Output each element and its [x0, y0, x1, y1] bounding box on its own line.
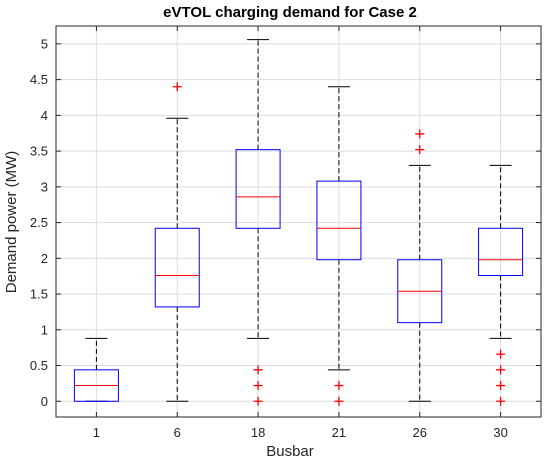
- x-tick-label: 30: [493, 425, 507, 440]
- outlier-marker: [253, 396, 263, 406]
- outlier-marker: [415, 145, 425, 155]
- outlier-marker: [334, 381, 344, 391]
- box-iqr: [154, 227, 200, 308]
- outlier-marker: [172, 82, 182, 92]
- outlier-marker: [496, 365, 506, 375]
- y-tick-label: 2.5: [30, 215, 48, 230]
- plot-background: [56, 26, 541, 417]
- x-tick-label: 21: [332, 425, 346, 440]
- y-tick-label: 3: [41, 179, 48, 194]
- plot-area: 0 0.5 1 1.5 2 2.5 3 3.5 4 4.5 5 1 6 18 21 26 30: [30, 25, 542, 440]
- outlier-marker: [496, 381, 506, 391]
- y-tick-label: 2: [41, 251, 48, 266]
- box-iqr: [235, 149, 281, 229]
- y-tick-label: 0: [41, 394, 48, 409]
- y-tick-label: 4.5: [30, 72, 48, 87]
- outlier-marker: [334, 396, 344, 406]
- y-tick-label: 3.5: [30, 144, 48, 159]
- x-tick-label: 1: [93, 425, 100, 440]
- box-iqr: [478, 227, 524, 276]
- x-tick-label: 18: [251, 425, 265, 440]
- y-axis-label: Demand power (MW): [3, 151, 20, 294]
- x-axis-label: Busbar: [266, 443, 314, 460]
- y-tick-label: 1.5: [30, 287, 48, 302]
- chart-title: eVTOL charging demand for Case 2: [163, 4, 417, 21]
- x-tick-label: 6: [174, 425, 181, 440]
- axes-frame: [55, 25, 542, 418]
- outlier-marker: [253, 381, 263, 391]
- y-tick-label: 1: [41, 322, 48, 337]
- y-tick-label: 0.5: [30, 358, 48, 373]
- box-iqr: [316, 180, 362, 261]
- outlier-marker: [496, 349, 506, 359]
- outlier-marker: [253, 365, 263, 375]
- x-tick-label: 26: [413, 425, 427, 440]
- y-tick-label: 5: [41, 36, 48, 51]
- outlier-marker: [415, 129, 425, 139]
- outlier-marker: [496, 396, 506, 406]
- y-tick-label: 4: [41, 108, 48, 123]
